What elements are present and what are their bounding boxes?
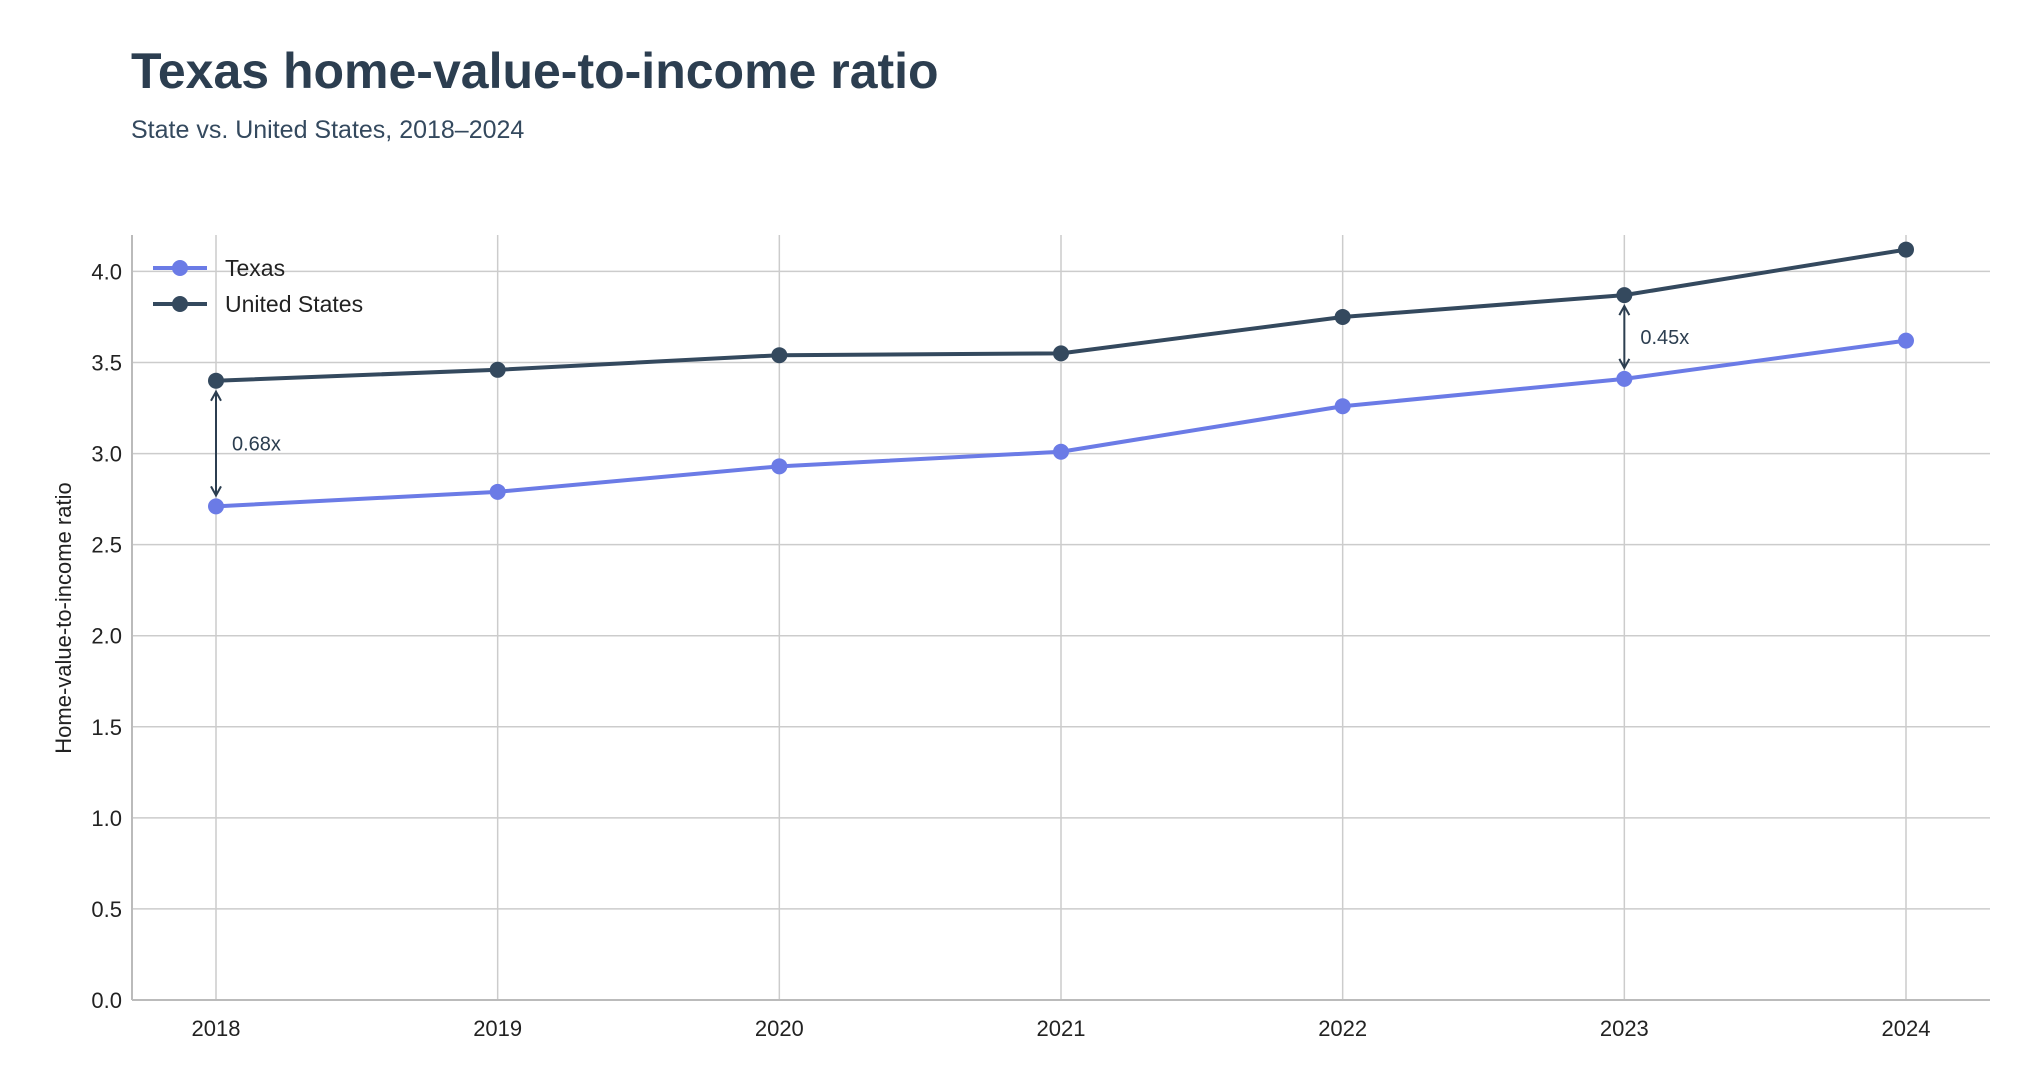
data-point xyxy=(1334,308,1351,325)
x-tick-label: 2022 xyxy=(1318,1016,1367,1041)
legend: Texas United States xyxy=(153,255,363,317)
series-lines xyxy=(208,241,1914,515)
data-point xyxy=(208,372,224,389)
y-tick-label: 1.0 xyxy=(91,806,122,831)
y-axis-label: Home-value-to-income ratio xyxy=(51,482,76,753)
y-tick-label: 3.0 xyxy=(91,442,122,467)
x-tick-label: 2023 xyxy=(1600,1016,1649,1041)
chart-title: Texas home-value-to-income ratio xyxy=(131,43,939,99)
x-tick-label: 2019 xyxy=(473,1016,522,1041)
data-point xyxy=(771,347,788,364)
legend-swatch-marker xyxy=(172,296,188,312)
data-point xyxy=(1334,398,1351,415)
legend-item: United States xyxy=(153,291,363,317)
data-point xyxy=(1616,370,1633,387)
y-tick-label: 3.5 xyxy=(91,351,122,376)
gap-label: 0.68x xyxy=(232,434,281,456)
x-tick-label: 2021 xyxy=(1037,1016,1086,1041)
series-texas xyxy=(208,332,1914,515)
data-point xyxy=(208,498,224,515)
data-point xyxy=(1053,443,1069,460)
axes: 0.0 0.5 1.0 1.5 2.0 2.5 3.0 3.5 4.0 2018 2019 2020 2… xyxy=(91,235,1990,1041)
legend-swatch-marker xyxy=(172,260,188,276)
data-point xyxy=(489,483,506,500)
y-tick-label: 0.5 xyxy=(91,897,122,922)
series-united-states xyxy=(208,241,1914,389)
chart-subtitle: State vs. United States, 2018–2024 xyxy=(131,116,525,144)
y-tick-label: 2.5 xyxy=(91,533,122,558)
y-tick-label: 4.0 xyxy=(91,259,122,284)
legend-item: Texas xyxy=(153,255,285,281)
x-tick-label: 2024 xyxy=(1882,1016,1931,1041)
y-tick-label: 2.0 xyxy=(91,624,122,649)
y-tick-label: 1.5 xyxy=(91,715,122,740)
data-point xyxy=(1898,241,1914,258)
legend-label: United States xyxy=(225,291,363,317)
data-point xyxy=(771,458,788,475)
gap-label: 0.45x xyxy=(1640,327,1689,349)
legend-label: Texas xyxy=(225,255,285,281)
x-tick-label: 2020 xyxy=(755,1016,804,1041)
gap-annotations: 0.68x 0.45x xyxy=(216,306,1689,495)
data-point xyxy=(1898,332,1914,349)
data-point xyxy=(489,361,506,378)
y-tick-label: 0.0 xyxy=(91,988,122,1013)
x-tick-label: 2018 xyxy=(192,1016,241,1041)
data-point xyxy=(1053,345,1069,362)
data-point xyxy=(1616,287,1633,304)
